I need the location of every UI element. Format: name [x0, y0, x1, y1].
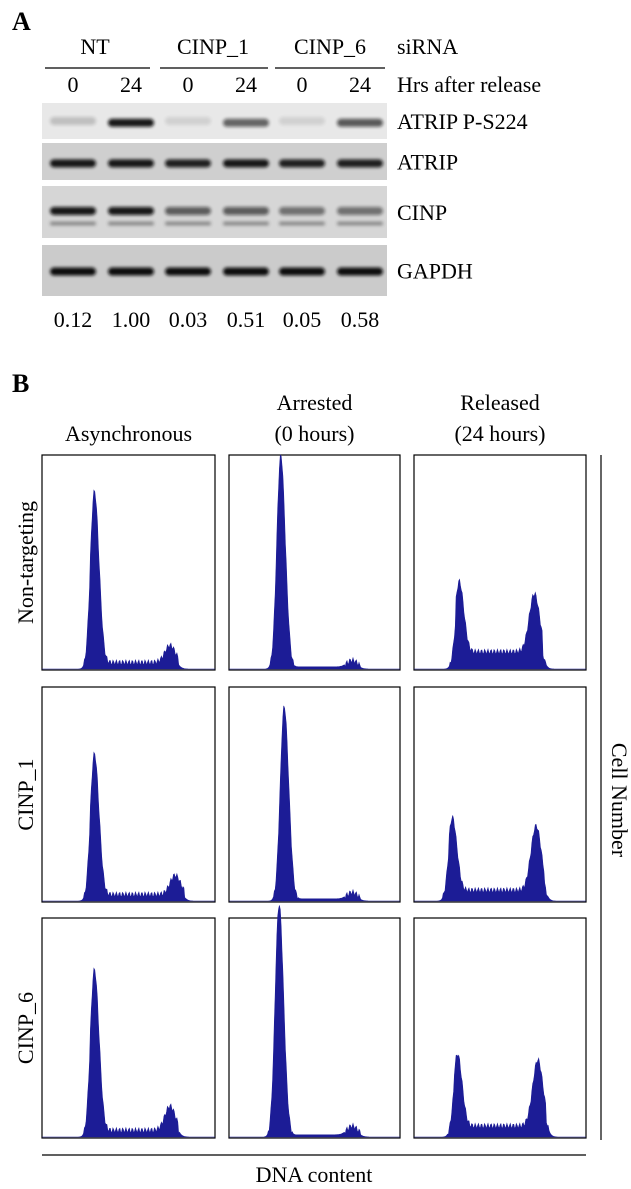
band: [223, 207, 269, 215]
histogram-frame: [229, 455, 400, 670]
group-header: siRNA: [397, 34, 458, 59]
band: [50, 159, 96, 167]
band: [108, 207, 154, 215]
column-header: Released: [460, 390, 539, 415]
histogram-frame: [414, 455, 586, 670]
time-label: 0: [297, 72, 308, 97]
panel-label: A: [12, 7, 31, 36]
band: [108, 221, 154, 225]
histogram: [42, 753, 215, 902]
band: [337, 268, 383, 276]
band: [165, 117, 211, 125]
histogram-frame: [229, 687, 400, 902]
row-label: Non-targeting: [13, 501, 38, 624]
band: [223, 268, 269, 276]
band: [50, 207, 96, 215]
y-axis-label: Cell Number: [607, 743, 631, 858]
histogram: [414, 1055, 586, 1137]
band: [279, 221, 325, 225]
time-label: 24: [235, 72, 257, 97]
histogram-frame: [414, 918, 586, 1138]
band: [337, 119, 383, 127]
band: [223, 221, 269, 225]
histogram: [229, 905, 400, 1137]
band: [165, 221, 211, 225]
band: [279, 117, 325, 125]
band: [337, 221, 383, 225]
panel-label: B: [12, 369, 29, 398]
band: [337, 207, 383, 215]
band: [165, 268, 211, 276]
histogram: [42, 968, 215, 1137]
band: [50, 268, 96, 276]
time-label: 24: [349, 72, 371, 97]
band: [50, 221, 96, 225]
quantification: 1.00: [112, 307, 151, 332]
histogram: [229, 455, 400, 669]
band: [279, 268, 325, 276]
time-label: 24: [120, 72, 142, 97]
band: [50, 117, 96, 125]
quantification: 0.03: [169, 307, 208, 332]
band: [223, 159, 269, 167]
band: [337, 159, 383, 167]
histogram: [414, 579, 586, 669]
column-header: (0 hours): [274, 421, 354, 446]
band: [108, 159, 154, 167]
time-header: Hrs after release: [397, 72, 541, 97]
histogram: [414, 815, 586, 901]
band: [165, 207, 211, 215]
column-header: Arrested: [277, 390, 353, 415]
group-label: CINP_6: [294, 34, 366, 59]
quantification: 0.51: [227, 307, 266, 332]
time-label: 0: [68, 72, 79, 97]
figure: A B siRNA Hrs after release Cell Number …: [0, 0, 631, 1189]
histogram-frame: [42, 455, 215, 670]
row-label: CINP_6: [13, 992, 38, 1064]
column-header: (24 hours): [454, 421, 545, 446]
histogram-frame: [42, 918, 215, 1138]
blot-label: CINP: [397, 200, 447, 225]
histogram: [42, 490, 215, 669]
quantification: 0.58: [341, 307, 380, 332]
quantification: 0.12: [54, 307, 93, 332]
band: [108, 119, 154, 127]
x-axis-label: DNA content: [256, 1162, 373, 1187]
blot-label: ATRIP P-S224: [397, 109, 528, 134]
row-label: CINP_1: [13, 758, 38, 830]
quantification: 0.05: [283, 307, 322, 332]
time-label: 0: [183, 72, 194, 97]
histogram: [229, 706, 400, 901]
group-label: NT: [80, 34, 110, 59]
column-header: Asynchronous: [65, 421, 192, 446]
blot-label: ATRIP: [397, 150, 458, 175]
band: [108, 268, 154, 276]
histogram-frame: [414, 687, 586, 902]
band: [165, 159, 211, 167]
histogram-frame: [229, 918, 400, 1138]
blot-label: GAPDH: [397, 259, 473, 284]
group-label: CINP_1: [177, 34, 249, 59]
band: [223, 119, 269, 127]
band: [279, 207, 325, 215]
histogram-frame: [42, 687, 215, 902]
band: [279, 159, 325, 167]
